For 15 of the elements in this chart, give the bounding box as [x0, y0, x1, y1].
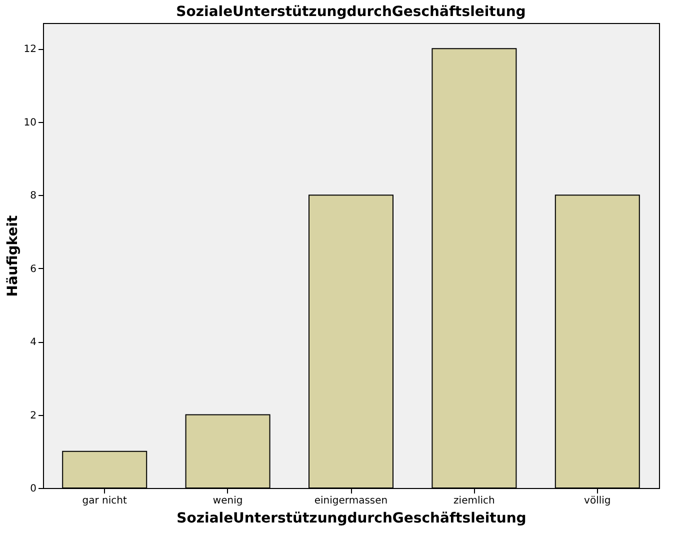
- x-tick-label: gar nicht: [82, 496, 127, 506]
- y-tick-label: 6: [30, 264, 36, 275]
- y-tick-label: 8: [30, 190, 36, 202]
- y-tick-label: 10: [24, 117, 36, 128]
- y-tick-label: 2: [30, 410, 36, 422]
- y-tick-label: 12: [24, 44, 36, 56]
- y-axis-title: Häufigkeit: [4, 214, 21, 297]
- x-tick-label: völlig: [584, 496, 611, 506]
- y-tick-label: 0: [30, 484, 36, 494]
- y-tick-label: 4: [30, 337, 36, 348]
- x-axis-title: SozialeUnterstützungdurchGeschäftsleitung: [176, 510, 526, 526]
- chart-title: SozialeUnterstützungdurchGeschäftsleitung: [176, 4, 526, 20]
- x-tick-label: ziemlich: [454, 496, 495, 506]
- x-tick-label: wenig: [212, 496, 243, 506]
- x-tick-label: einigermassen: [314, 496, 388, 506]
